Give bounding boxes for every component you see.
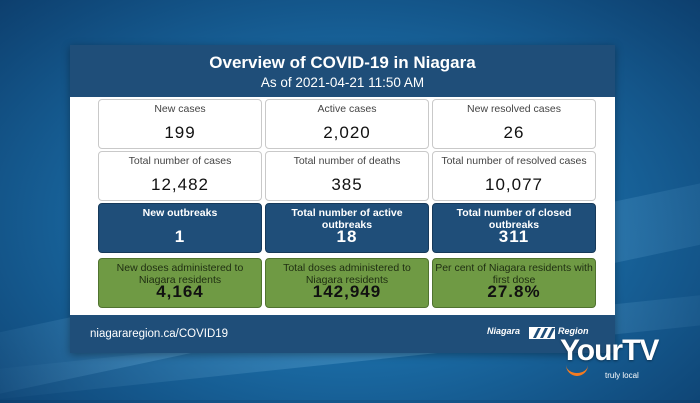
niagara-region-logo: Niagara Region bbox=[487, 326, 595, 342]
tile-value: 12,482 bbox=[151, 175, 209, 194]
tile-active-outbreaks: Total number of active outbreaks 18 bbox=[265, 203, 429, 253]
logo-text-right: Region bbox=[558, 326, 589, 336]
footer-url-link[interactable]: niagararegion.ca/COVID19 bbox=[90, 328, 229, 340]
tile-total-cases: Total number of cases 12,482 bbox=[98, 151, 262, 201]
tile-closed-outbreaks: Total number of closed outbreaks 311 bbox=[432, 203, 596, 253]
tile-new-outbreaks: New outbreaks 1 bbox=[98, 203, 262, 253]
yourtv-tagline: truly local bbox=[605, 371, 639, 380]
tile-label: New resolved cases bbox=[467, 103, 561, 115]
card-header: Overview of COVID-19 in Niagara As of 20… bbox=[70, 45, 615, 97]
tile-value: 311 bbox=[498, 227, 530, 246]
tile-label: Total number of resolved cases bbox=[441, 155, 587, 167]
tile-value: 199 bbox=[164, 123, 196, 142]
tile-active-cases: Active cases 2,020 bbox=[265, 99, 429, 149]
tile-first-dose-percent: Per cent of Niagara residents with first… bbox=[432, 258, 596, 308]
tile-new-doses: New doses administered to Niagara reside… bbox=[98, 258, 262, 308]
tile-value: 142,949 bbox=[312, 282, 382, 301]
tile-value: 27.8% bbox=[487, 282, 541, 301]
logo-text-left: Niagara bbox=[487, 326, 521, 336]
tile-label: Total doses administered to Niagara resi… bbox=[283, 262, 411, 286]
tile-new-cases: New cases 199 bbox=[98, 99, 262, 149]
tile-label: Total number of active outbreaks bbox=[291, 207, 403, 231]
yourtv-smile-icon bbox=[566, 365, 588, 376]
tile-value: 1 bbox=[174, 227, 186, 246]
tile-value: 18 bbox=[336, 227, 358, 246]
tile-label: New cases bbox=[154, 103, 206, 115]
tile-value: 26 bbox=[503, 123, 525, 142]
tile-label: New doses administered to Niagara reside… bbox=[116, 262, 244, 286]
yourtv-watermark: YourTV truly local bbox=[560, 334, 675, 383]
timestamp: As of 2021-04-21 11:50 AM bbox=[260, 75, 425, 90]
tile-label: Per cent of Niagara residents with first… bbox=[435, 262, 593, 286]
tile-label: Active cases bbox=[317, 103, 377, 115]
yourtv-brand: YourTV bbox=[560, 334, 659, 367]
tile-value: 2,020 bbox=[323, 123, 371, 142]
tile-label: Total number of deaths bbox=[293, 155, 401, 167]
tile-label: New outbreaks bbox=[142, 207, 218, 219]
page-title: Overview of COVID-19 in Niagara bbox=[209, 53, 476, 72]
tile-total-doses: Total doses administered to Niagara resi… bbox=[265, 258, 429, 308]
tile-label: Total number of cases bbox=[128, 155, 232, 167]
tile-label: Total number of closed outbreaks bbox=[456, 207, 572, 231]
tile-new-resolved-cases: New resolved cases 26 bbox=[432, 99, 596, 149]
tile-value: 4,164 bbox=[156, 282, 204, 301]
covid-overview-card: Overview of COVID-19 in Niagara As of 20… bbox=[70, 45, 615, 353]
tile-value: 385 bbox=[331, 175, 363, 194]
tile-value: 10,077 bbox=[485, 175, 543, 194]
card-footer: niagararegion.ca/COVID19 Niagara Region bbox=[70, 315, 615, 353]
tile-total-deaths: Total number of deaths 385 bbox=[265, 151, 429, 201]
logo-mark-icon bbox=[529, 327, 555, 339]
tile-total-resolved-cases: Total number of resolved cases 10,077 bbox=[432, 151, 596, 201]
